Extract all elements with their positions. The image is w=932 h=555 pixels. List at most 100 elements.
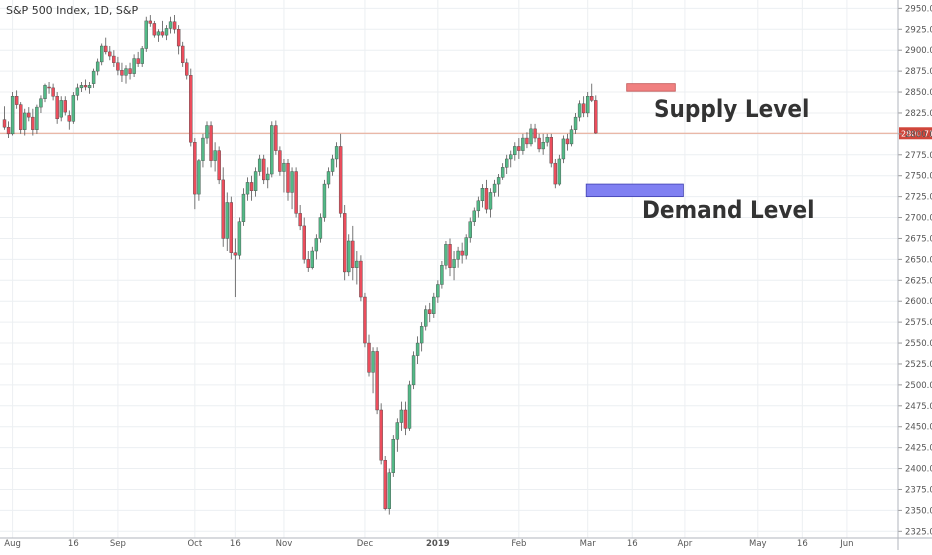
candle-body xyxy=(91,70,96,84)
candle-down xyxy=(525,132,529,149)
candle-up xyxy=(496,174,501,197)
candle-body xyxy=(517,146,521,151)
candle-up xyxy=(43,83,47,103)
candle-down xyxy=(343,204,347,281)
candle-up xyxy=(330,154,335,176)
candle-down xyxy=(116,56,120,76)
candle-up xyxy=(168,16,173,34)
candle-body xyxy=(359,260,363,298)
candle-body xyxy=(351,240,355,268)
candle-body xyxy=(266,173,270,181)
candle-down xyxy=(367,334,371,377)
candle-body xyxy=(545,137,549,143)
candle-down xyxy=(460,242,464,264)
candle-body xyxy=(112,55,116,63)
x-tick-label: Sep xyxy=(110,539,126,549)
candle-down xyxy=(112,50,116,67)
candle-down xyxy=(172,15,177,34)
candle-body xyxy=(185,62,189,76)
candle-down xyxy=(14,90,19,109)
candle-down xyxy=(306,251,310,272)
candle-up xyxy=(245,177,250,201)
candle-body xyxy=(197,160,201,195)
candle-up xyxy=(205,121,209,144)
supply-level-label: Supply Level xyxy=(654,96,809,123)
zone-layer xyxy=(585,83,684,198)
candle-up xyxy=(577,100,582,122)
candle-down xyxy=(63,96,67,116)
candle-up xyxy=(140,46,144,67)
candle-body xyxy=(262,158,266,181)
candle-body xyxy=(525,137,529,145)
y-tick-label: 2900.00 xyxy=(905,46,932,56)
candle-body xyxy=(403,409,408,429)
candle-body xyxy=(286,162,290,193)
candle-down xyxy=(185,58,189,80)
candle-up xyxy=(282,158,286,193)
x-tick-label: Dec xyxy=(357,539,374,549)
candle-body xyxy=(476,200,481,212)
candle-down xyxy=(379,403,383,465)
x-tick-label: Nov xyxy=(276,539,293,549)
demand-level-label: Demand Level xyxy=(642,197,815,224)
candle-body xyxy=(590,96,594,101)
candle-down xyxy=(152,20,157,38)
candle-down xyxy=(83,79,88,91)
candle-body xyxy=(367,342,371,373)
candle-body xyxy=(298,213,302,227)
candle-down xyxy=(128,62,132,80)
candle-body xyxy=(505,158,509,168)
candle-body xyxy=(67,115,72,122)
y-tick-label: 2675.00 xyxy=(905,234,932,244)
candle-body xyxy=(79,85,84,89)
candle-up xyxy=(225,192,229,252)
candle-down xyxy=(403,401,408,436)
current-price-label: 2800.71 xyxy=(901,129,932,138)
candle-up xyxy=(440,261,444,289)
candle-down xyxy=(31,108,35,136)
candle-up xyxy=(488,188,493,218)
candle-down xyxy=(193,138,197,210)
y-tick-label: 2775.00 xyxy=(905,151,932,161)
candle-up xyxy=(79,81,84,93)
candle-down xyxy=(533,123,537,143)
candle-body xyxy=(529,128,533,145)
candle-body xyxy=(148,20,153,24)
candle-body xyxy=(468,221,472,238)
candle-up xyxy=(569,125,574,147)
y-tick-label: 2650.00 xyxy=(905,255,932,265)
candle-body xyxy=(59,100,63,118)
candle-body xyxy=(83,85,88,88)
candle-body xyxy=(407,384,412,429)
candle-up xyxy=(468,217,472,243)
y-tick-label: 2850.00 xyxy=(905,88,932,98)
candle-body xyxy=(480,188,485,202)
candle-up xyxy=(391,435,395,477)
candle-down xyxy=(338,133,343,218)
candle-body xyxy=(444,244,448,266)
candle-up xyxy=(452,251,456,281)
x-tick-label: Jun xyxy=(839,539,853,549)
y-tick-label: 2425.00 xyxy=(905,444,932,454)
candle-body xyxy=(371,351,375,373)
candle-down xyxy=(176,25,181,55)
candle-up xyxy=(322,179,327,222)
candle-up xyxy=(424,305,428,331)
candle-body xyxy=(379,409,383,461)
candle-up xyxy=(573,112,578,134)
candle-body xyxy=(314,238,319,252)
candle-down xyxy=(278,146,282,176)
candle-up xyxy=(480,184,485,208)
candle-body xyxy=(128,68,132,74)
supply-zone xyxy=(626,83,676,92)
candle-body xyxy=(432,296,436,314)
x-tick-label: 16 xyxy=(230,539,241,549)
y-tick-label: 2750.00 xyxy=(905,172,932,182)
candle-body xyxy=(229,202,234,253)
candle-body xyxy=(387,472,391,509)
candle-down xyxy=(104,37,108,55)
candle-up xyxy=(201,133,205,168)
x-tick-label: Oct xyxy=(187,539,202,549)
candle-up xyxy=(419,322,424,352)
